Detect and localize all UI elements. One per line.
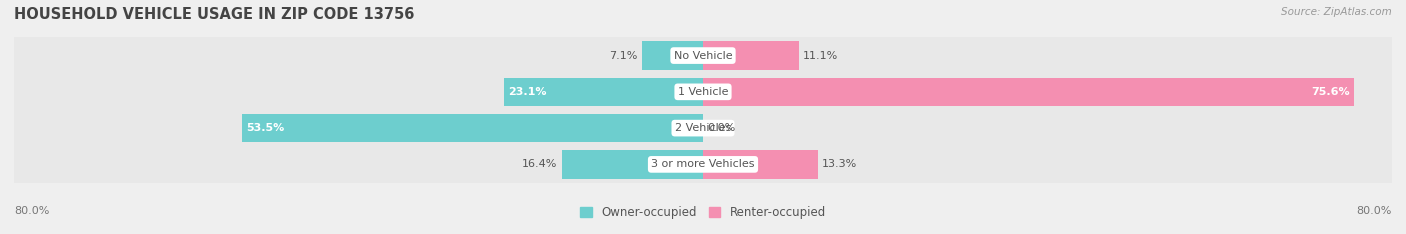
Bar — [703, 78, 1354, 106]
Bar — [14, 110, 1392, 146]
Text: 11.1%: 11.1% — [803, 51, 838, 61]
Legend: Owner-occupied, Renter-occupied: Owner-occupied, Renter-occupied — [579, 206, 827, 219]
Text: 1 Vehicle: 1 Vehicle — [678, 87, 728, 97]
Text: No Vehicle: No Vehicle — [673, 51, 733, 61]
Text: 75.6%: 75.6% — [1312, 87, 1350, 97]
Bar — [643, 41, 703, 70]
Text: HOUSEHOLD VEHICLE USAGE IN ZIP CODE 13756: HOUSEHOLD VEHICLE USAGE IN ZIP CODE 1375… — [14, 7, 415, 22]
Text: 16.4%: 16.4% — [522, 159, 557, 169]
Bar — [242, 114, 703, 142]
Text: 3 or more Vehicles: 3 or more Vehicles — [651, 159, 755, 169]
Text: 53.5%: 53.5% — [246, 123, 285, 133]
Bar — [703, 41, 799, 70]
Text: 80.0%: 80.0% — [1357, 206, 1392, 216]
Text: 80.0%: 80.0% — [14, 206, 49, 216]
Bar — [14, 74, 1392, 110]
Text: 0.0%: 0.0% — [707, 123, 735, 133]
Bar — [14, 37, 1392, 74]
Bar — [562, 150, 703, 179]
Text: 7.1%: 7.1% — [609, 51, 637, 61]
Bar — [505, 78, 703, 106]
Bar — [703, 150, 817, 179]
Text: Source: ZipAtlas.com: Source: ZipAtlas.com — [1281, 7, 1392, 17]
Bar — [14, 146, 1392, 183]
Text: 23.1%: 23.1% — [509, 87, 547, 97]
Text: 13.3%: 13.3% — [823, 159, 858, 169]
Text: 2 Vehicles: 2 Vehicles — [675, 123, 731, 133]
